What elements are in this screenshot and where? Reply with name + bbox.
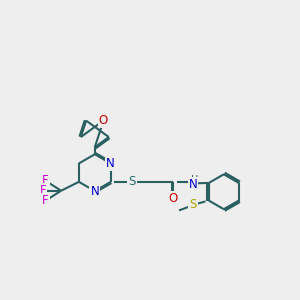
- Text: N: N: [188, 178, 197, 190]
- Text: H: H: [190, 175, 198, 184]
- Text: O: O: [99, 114, 108, 127]
- Text: F: F: [42, 194, 49, 207]
- Text: S: S: [128, 175, 136, 188]
- Text: N: N: [106, 157, 115, 170]
- Text: N: N: [90, 184, 99, 197]
- Text: O: O: [168, 192, 178, 205]
- Text: F: F: [42, 174, 49, 187]
- Text: S: S: [190, 198, 197, 211]
- Text: F: F: [39, 184, 46, 197]
